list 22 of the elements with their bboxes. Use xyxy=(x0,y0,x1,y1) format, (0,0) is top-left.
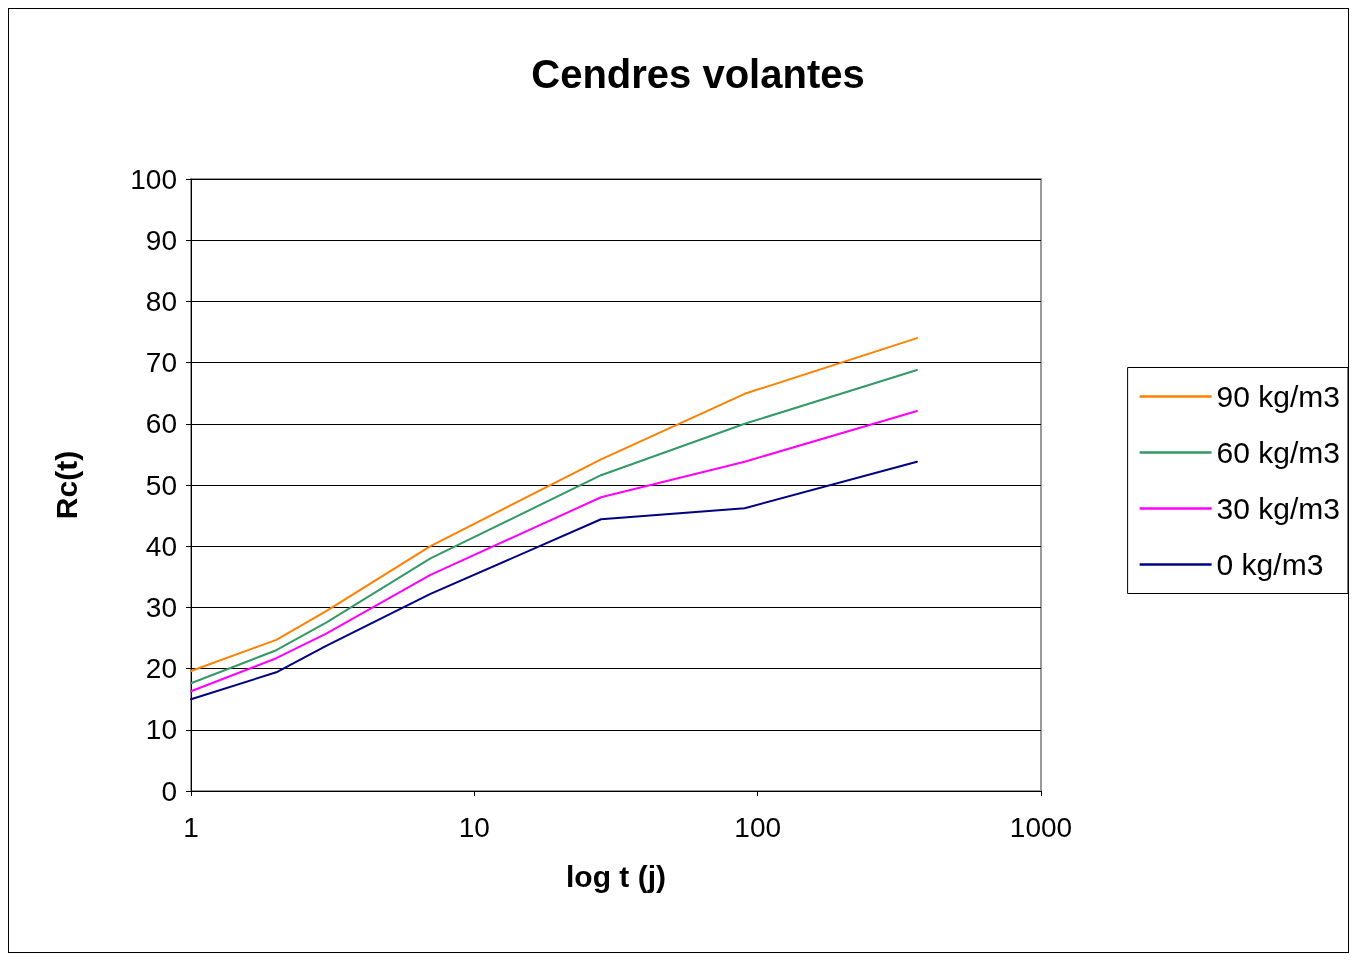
y-tick-label: 0 xyxy=(161,775,177,807)
y-tick-label: 30 xyxy=(145,591,177,623)
legend-label: 0 kg/m3 xyxy=(1216,548,1324,581)
x-tick-label: 10 xyxy=(458,811,490,843)
x-tick-label: 100 xyxy=(734,811,782,843)
x-axis-title: log t (j) xyxy=(566,859,666,893)
y-tick-label: 10 xyxy=(145,714,177,746)
y-tick-label: 70 xyxy=(145,347,177,379)
chart-title: Cendres volantes xyxy=(531,52,865,96)
legend-label: 30 kg/m3 xyxy=(1216,492,1341,525)
y-tick-label: 100 xyxy=(130,163,177,195)
y-tick-label: 60 xyxy=(145,408,177,440)
legend-label: 60 kg/m3 xyxy=(1216,436,1341,469)
y-axis-title: Rc(t) xyxy=(49,450,83,520)
y-tick-label: 80 xyxy=(145,285,177,317)
x-tick-label: 1000 xyxy=(1009,811,1073,843)
x-tick-label: 1 xyxy=(183,811,199,843)
legend-label: 90 kg/m3 xyxy=(1216,380,1341,413)
y-tick-label: 50 xyxy=(145,469,177,501)
y-tick-label: 20 xyxy=(145,653,177,685)
y-tick-label: 40 xyxy=(145,530,177,562)
y-tick-label: 90 xyxy=(145,224,177,256)
